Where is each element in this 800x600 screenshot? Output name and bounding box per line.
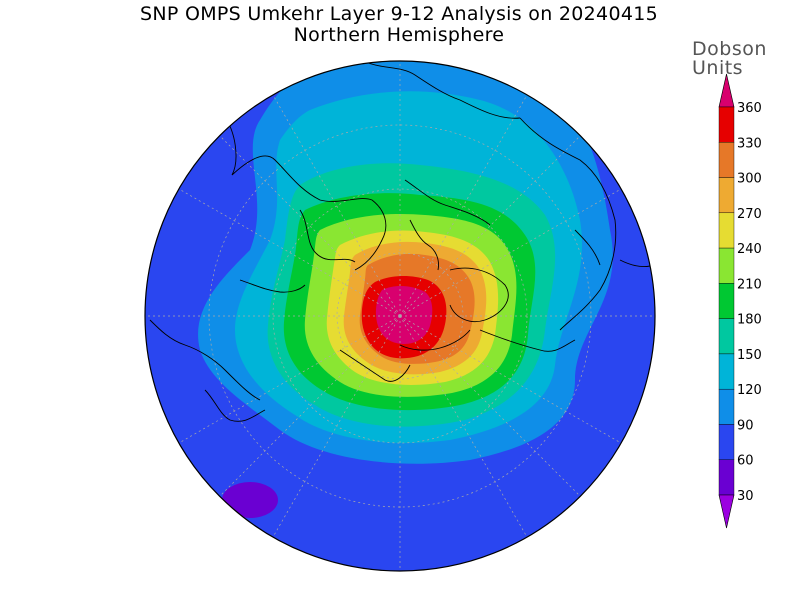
colorbar-units: Dobson Units	[692, 40, 767, 78]
coastlines	[149, 61, 651, 422]
band-above-360	[375, 286, 433, 344]
colorbar-tick-label: 120	[737, 383, 762, 398]
map-title: SNP OMPS Umkehr Layer 9-12 Analysis on 2…	[139, 3, 658, 25]
band-below-60	[222, 482, 278, 518]
colorbar-segment	[718, 247, 735, 284]
colorbar-tick-label: 60	[737, 454, 754, 469]
colorbar-tick-label: 300	[737, 172, 762, 187]
colorbar-segment	[718, 177, 735, 214]
colorbar-segment	[718, 353, 735, 390]
colorbar-tick-label: 360	[737, 101, 762, 116]
colorbar-segment	[718, 106, 735, 143]
colorbar-segment	[718, 283, 735, 319]
colorbar-min-arrow	[718, 494, 735, 529]
colorbar-segment	[718, 142, 735, 178]
colorbar-tick-label: 150	[737, 348, 762, 363]
colorbar-segment	[718, 212, 735, 249]
units-line1: Dobson	[692, 38, 767, 60]
colorbar-tick-label: 180	[737, 313, 762, 328]
colorbar-tick-label: 270	[737, 207, 762, 222]
colorbar-segment	[718, 424, 735, 460]
graticule	[145, 61, 655, 571]
colorbar-segment	[718, 318, 735, 355]
map-subtitle: Northern Hemisphere	[293, 24, 505, 46]
colorbar: 360 330 300 270 240 210 180 150 120 90 60 30	[718, 73, 762, 529]
colorbar-tick-label: 30	[737, 489, 754, 504]
units-line2: Units	[692, 57, 744, 79]
colorbar-segment	[718, 459, 735, 496]
colorbar-tick-label: 240	[737, 242, 762, 257]
colorbar-tick-label: 90	[737, 418, 754, 433]
colorbar-tick-label: 210	[737, 277, 762, 292]
colorbar-tick-label: 330	[737, 136, 762, 151]
colorbar-segment	[718, 388, 735, 425]
map-border	[144, 60, 656, 572]
